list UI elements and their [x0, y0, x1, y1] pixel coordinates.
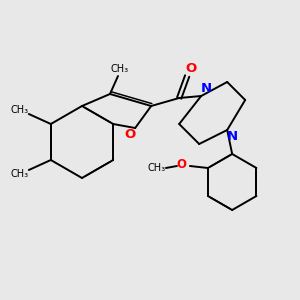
Text: O: O: [176, 158, 186, 172]
Text: CH₃: CH₃: [111, 64, 129, 74]
Text: CH₃: CH₃: [148, 163, 166, 173]
Text: O: O: [186, 62, 197, 76]
Text: N: N: [201, 82, 212, 95]
Text: N: N: [226, 130, 238, 143]
Text: CH₃: CH₃: [11, 169, 29, 179]
Text: O: O: [124, 128, 136, 142]
Text: CH₃: CH₃: [11, 105, 29, 115]
